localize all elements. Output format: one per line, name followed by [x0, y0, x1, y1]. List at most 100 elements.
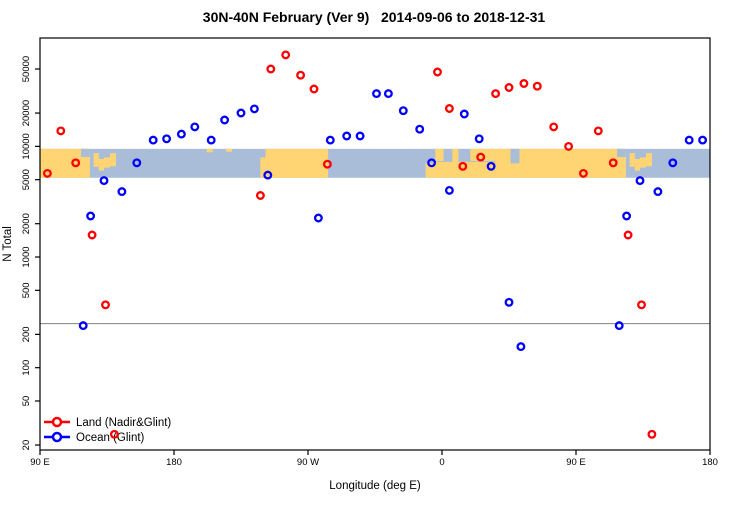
data-point	[313, 213, 323, 223]
data-point	[474, 134, 484, 144]
data-point	[608, 158, 618, 168]
data-point	[162, 134, 172, 144]
y-tick-label: 200	[21, 326, 32, 342]
x-tick-label: 90 E	[566, 457, 586, 468]
x-tick-label: 180	[166, 457, 182, 468]
data-point	[653, 187, 663, 197]
y-tick-label: 1000	[21, 246, 32, 267]
data-point	[249, 104, 259, 114]
data-point	[549, 122, 559, 132]
data-point	[444, 104, 454, 113]
data-point	[622, 211, 632, 221]
data-point	[86, 211, 96, 221]
legend-marker-circle	[51, 416, 63, 428]
land-patch	[634, 158, 641, 171]
data-point	[398, 106, 408, 116]
y-tick-label: 20	[21, 440, 32, 451]
data-point	[56, 126, 66, 136]
data-point	[372, 89, 381, 99]
data-point	[415, 124, 425, 134]
data-points	[42, 50, 708, 439]
data-point	[176, 129, 186, 139]
data-point	[342, 131, 352, 141]
ocean-patch	[616, 148, 626, 157]
data-point	[504, 83, 514, 92]
data-point	[476, 152, 486, 162]
y-tick-label: 50000	[21, 56, 32, 82]
data-point	[296, 70, 306, 80]
data-point	[325, 135, 335, 145]
legend-label: Ocean (Glint)	[76, 432, 145, 444]
data-point	[684, 135, 694, 145]
data-point	[647, 429, 657, 439]
y-tick-label: 50	[21, 396, 32, 407]
data-point	[427, 158, 437, 168]
data-point	[486, 161, 496, 171]
data-point	[637, 300, 646, 310]
land-patch	[435, 148, 444, 161]
x-axis-label: Longitude (deg E)	[329, 480, 421, 492]
data-point	[255, 191, 265, 200]
land-patch	[265, 148, 329, 178]
x-tick-label: 90 W	[297, 457, 319, 468]
legend-marker-circle	[51, 431, 63, 443]
data-point	[220, 115, 230, 125]
ocean-patch	[510, 148, 520, 164]
data-point	[355, 131, 365, 141]
data-point	[614, 321, 624, 331]
land-patch	[629, 153, 635, 167]
data-point	[578, 168, 588, 178]
data-point	[698, 135, 708, 145]
data-point	[668, 158, 678, 168]
data-point	[148, 135, 158, 145]
land-patch	[645, 153, 652, 167]
data-point	[459, 109, 469, 119]
data-point	[635, 176, 645, 186]
chart-title: 30N-40N February (Ver 9) 2014-09-06 to 2…	[203, 9, 546, 25]
ocean-patch	[80, 148, 90, 157]
data-point	[623, 230, 633, 240]
data-point	[309, 84, 319, 94]
y-tick-label: 5000	[21, 169, 32, 190]
land-patch	[206, 148, 213, 153]
data-point	[322, 159, 332, 169]
y-tick-label: 20000	[21, 100, 32, 126]
land-patch	[93, 153, 99, 167]
data-point	[433, 67, 442, 77]
x-tick-label: 90 E	[30, 457, 50, 468]
data-point	[263, 170, 273, 180]
legend-label: Land (Nadir&Glint)	[76, 417, 171, 429]
land-patch	[104, 157, 110, 168]
y-axis-label: N Total	[2, 226, 14, 262]
data-point	[206, 135, 216, 145]
data-point	[71, 158, 81, 168]
data-point	[516, 342, 526, 352]
data-point	[99, 176, 109, 186]
y-tick-label: 100	[21, 360, 32, 376]
land-patch	[452, 148, 459, 164]
data-point	[564, 141, 574, 151]
data-point	[593, 126, 603, 136]
x-tick-label: 0	[439, 457, 444, 468]
axes: 90 E 180 90 W 0 90 E 180 20 50 100 200 500 1000 2000…	[21, 37, 718, 468]
data-point	[491, 89, 501, 99]
data-point	[519, 79, 529, 88]
data-point	[87, 230, 97, 240]
data-point	[504, 297, 514, 307]
data-point	[78, 321, 88, 331]
land-patch	[640, 157, 646, 168]
land-patch	[226, 148, 233, 152]
data-point	[190, 122, 200, 132]
data-point	[109, 429, 119, 439]
x-tick-label: 180	[702, 457, 718, 468]
data-point	[266, 64, 276, 74]
y-tick-label: 500	[21, 282, 32, 298]
data-point	[42, 168, 52, 178]
data-point	[383, 89, 393, 99]
data-point	[117, 187, 127, 197]
data-point	[101, 300, 110, 310]
data-point	[236, 108, 246, 118]
land-patch	[260, 157, 266, 178]
